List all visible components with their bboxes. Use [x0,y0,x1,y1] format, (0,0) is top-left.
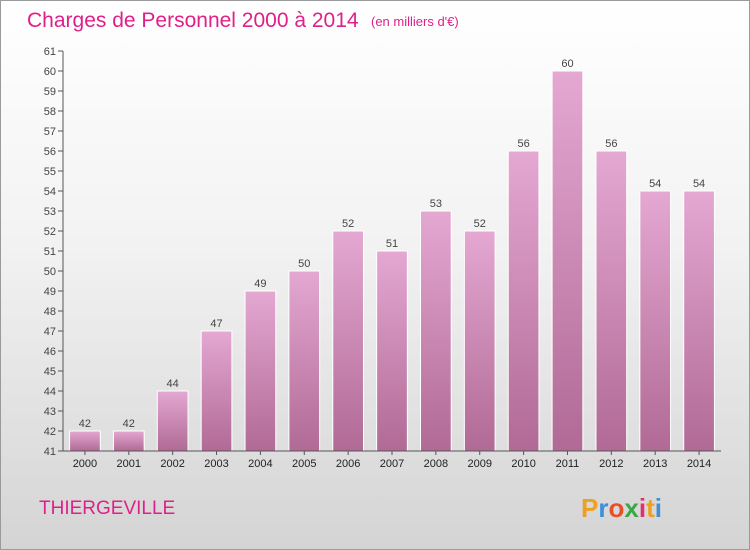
logo-letter: o [608,493,624,523]
y-tick-label: 45 [44,366,56,378]
y-tick-label: 59 [44,86,56,98]
bar-2010 [507,150,540,452]
bar-2009 [463,230,496,452]
x-tick-label-2002: 2002 [160,458,184,470]
bar-2011 [551,70,584,452]
y-tick-label: 54 [44,186,56,198]
bar-2008 [420,210,452,452]
data-label-2001: 42 [123,418,135,430]
y-tick-label: 52 [44,226,56,238]
y-tick-label: 42 [44,426,56,438]
data-label-2004: 49 [254,278,266,290]
y-tick-label: 44 [44,386,56,398]
y-tick-label: 41 [44,446,56,458]
y-tick-label: 51 [44,246,56,258]
x-tick-label-2005: 2005 [292,458,316,470]
chart-subtitle: (en milliers d'€) [371,14,459,29]
x-axis: 2000 2001 2002 2003 2004 2005 2006 2007 2008 2009… [63,450,721,470]
y-tick-label: 43 [44,406,56,418]
bars: 42 42 44 47 49 50 52 51 53 52 56 60 56 54 54 [69,58,715,452]
y-tick-label: 60 [44,66,56,78]
bar-2002 [156,390,189,452]
x-tick-label-2000: 2000 [73,458,97,470]
data-label-2006: 52 [342,218,354,230]
data-label-2005: 50 [298,258,310,270]
bar-2000 [69,430,101,452]
data-label-2000: 42 [79,418,91,430]
x-tick-label-2013: 2013 [643,458,667,470]
x-tick-label-2009: 2009 [467,458,491,470]
bar-2004 [244,290,277,452]
bar-2006 [332,230,364,452]
data-label-2010: 56 [517,138,529,150]
bar-2001 [112,430,145,452]
x-tick-label-2011: 2011 [556,458,580,470]
commune-name: THIERGEVILLE [39,498,175,519]
y-axis: 41 42 43 44 45 46 47 48 49 50 51 52 53 54 55 56 57 58 59 60… [44,46,64,458]
logo-letter: x [624,493,639,523]
x-tick-label-2014: 2014 [687,458,711,470]
data-label-2009: 52 [474,218,486,230]
x-tick-label-2004: 2004 [248,458,272,470]
data-label-2007: 51 [386,238,398,250]
chart-title: Charges de Personnel 2000 à 2014 [27,9,359,32]
proxiti-logo: Proxiti [581,493,662,523]
y-tick-label: 55 [44,166,56,178]
x-tick-label-2007: 2007 [380,458,404,470]
y-tick-label: 56 [44,146,56,158]
bar-2012 [595,150,628,452]
x-tick-label-2008: 2008 [424,458,448,470]
bar-2003 [200,330,233,452]
data-label-2014: 54 [693,178,705,190]
data-label-2013: 54 [649,178,661,190]
bar-2005 [288,270,321,452]
bar-2007 [376,250,408,452]
y-tick-label: 49 [44,286,56,298]
y-tick-label: 58 [44,106,56,118]
x-tick-label-2006: 2006 [336,458,360,470]
data-label-2008: 53 [430,198,442,210]
y-tick-label: 61 [44,46,56,58]
data-label-2003: 47 [210,318,222,330]
logo-letter: P [581,493,598,523]
y-tick-label: 50 [44,266,56,278]
y-tick-label: 46 [44,346,56,358]
x-tick-label-2003: 2003 [204,458,228,470]
bar-2014 [683,190,715,452]
data-label-2011: 60 [561,58,573,70]
logo-letter: i [639,493,646,523]
bar-2013 [639,190,672,452]
x-tick-label-2010: 2010 [511,458,535,470]
logo-letter: r [598,493,608,523]
data-label-2002: 44 [167,378,179,390]
y-tick-label: 57 [44,126,56,138]
x-tick-label-2001: 2001 [117,458,141,470]
x-tick-label-2012: 2012 [599,458,623,470]
y-tick-label: 48 [44,306,56,318]
logo-letter: i [655,493,662,523]
y-tick-label: 53 [44,206,56,218]
data-label-2012: 56 [605,138,617,150]
y-tick-label: 47 [44,326,56,338]
logo-letter: t [646,493,655,523]
